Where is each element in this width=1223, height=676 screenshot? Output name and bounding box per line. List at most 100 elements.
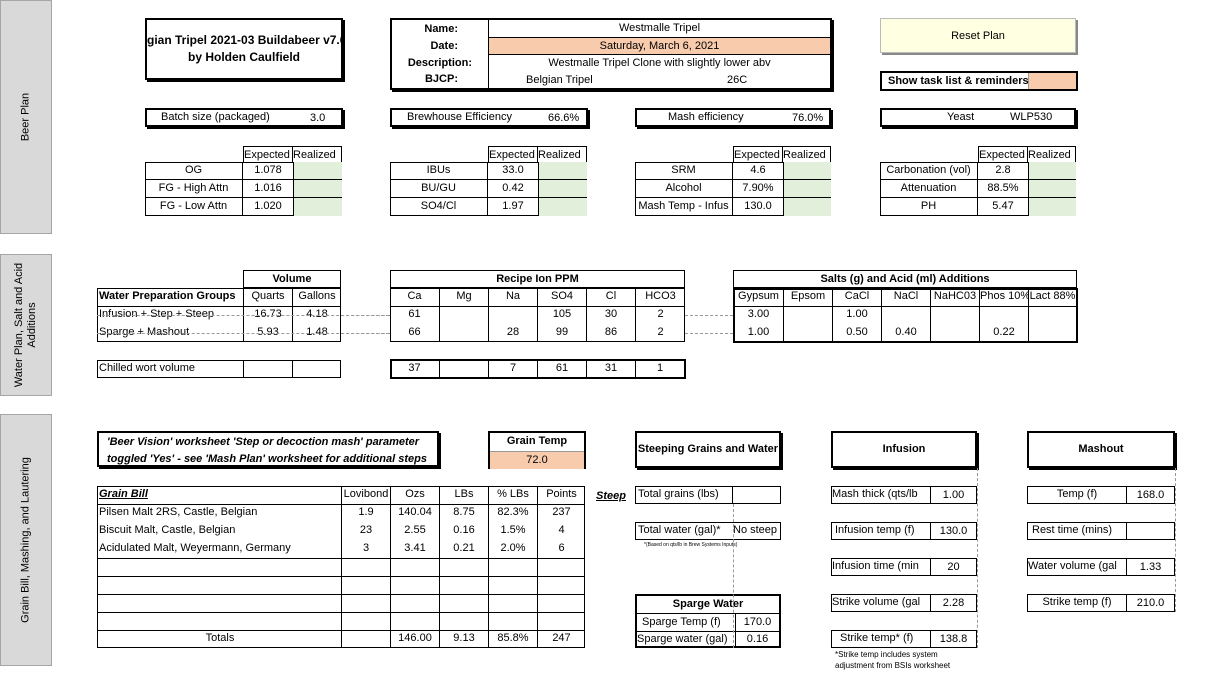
mash-thick-value[interactable]: 1.00 (930, 487, 976, 503)
workbook-title: gian Tripel 2021-03 Buildabeer v7.6.: (147, 33, 343, 47)
nacl-1[interactable] (881, 306, 930, 324)
recipe-description-field[interactable]: Westmalle Tripel Clone with slightly low… (488, 55, 830, 72)
grain-ozs-3[interactable]: 3.41 (390, 540, 439, 558)
yeast-value[interactable]: WLP530 (1010, 111, 1053, 123)
grain-temp-value[interactable]: 72.0 (490, 451, 584, 469)
tab-grain-bill[interactable]: Grain Bill, Mashing, and Lautering (0, 414, 52, 666)
ph-realized[interactable] (1028, 198, 1076, 216)
ibus-realized[interactable] (538, 162, 587, 180)
totals-lov (341, 630, 390, 648)
ion-ca-2: 66 (408, 326, 421, 338)
salt-col-cacl: CaCl (832, 288, 881, 306)
nahco3-1[interactable] (930, 306, 979, 324)
recipe-name-field[interactable]: Westmalle Tripel (488, 20, 830, 38)
stats-gravity: Expected Realized OG 1.078 FG - High Att… (145, 146, 342, 216)
chilled-quarts (243, 361, 292, 377)
recipe-date-field[interactable]: Saturday, March 6, 2021 (488, 38, 830, 55)
fg-low-realized[interactable] (293, 198, 342, 216)
reset-plan-button[interactable]: Reset Plan (880, 18, 1076, 53)
bugu-realized[interactable] (538, 180, 587, 198)
lact-1[interactable] (1028, 306, 1076, 324)
mashout-strike-temp-value: 210.0 (1126, 595, 1174, 611)
phos-2[interactable]: 0.22 (979, 324, 1028, 342)
mash-temp-realized[interactable] (783, 198, 831, 216)
bugu-value: 0.42 (488, 180, 538, 198)
bjcp-field[interactable]: Belgian Tripel 26C (488, 72, 830, 89)
infusion-header: Infusion (882, 443, 926, 455)
mashout-strike-temp-label: Strike temp (f) (1042, 596, 1112, 608)
divider (97, 306, 341, 307)
batch-size-value[interactable]: 3.0 (310, 112, 326, 124)
og-value: 1.078 (243, 162, 293, 180)
ion-cl-chilled: 31 (586, 360, 635, 378)
ion-hco3-chilled: 1 (635, 360, 684, 378)
sparge-group-label: Sparge + Mashout (99, 326, 190, 338)
mashout-temp-value[interactable]: 168.0 (1126, 487, 1174, 503)
notice-line1: 'Beer Vision' worksheet 'Step or decocti… (107, 436, 420, 448)
alcohol-realized[interactable] (783, 180, 831, 198)
cacl-1[interactable]: 1.00 (832, 306, 881, 324)
epsom-1[interactable] (783, 306, 832, 324)
grain-ozs-2[interactable]: 2.55 (390, 522, 439, 540)
tab-water-plan-label: Water Plan, Salt and Acid Additions (13, 262, 38, 388)
infusion-group-label: Infusion + Step + Steep (99, 308, 214, 320)
infusion-time-row: Infusion time (min 20 (831, 558, 977, 576)
ion-so4-1: 105 (537, 306, 586, 324)
grain-name-2[interactable]: Biscuit Malt, Castle, Belgian (99, 524, 236, 536)
attenuation-realized[interactable] (1028, 180, 1076, 198)
tab-water-plan[interactable]: Water Plan, Salt and Acid Additions (0, 254, 52, 396)
strike-temp-value: 138.8 (930, 631, 976, 647)
grain-name-1[interactable]: Pilsen Malt 2RS, Castle, Belgian (99, 506, 258, 518)
expected-header: Expected (243, 146, 293, 163)
fg-high-realized[interactable] (293, 180, 342, 198)
grain-ozs-1[interactable]: 140.04 (390, 504, 439, 522)
so4cl-realized[interactable] (538, 198, 587, 216)
task-list-toggle[interactable]: Show task list & reminders (880, 71, 1078, 91)
dashed-guide (97, 315, 389, 316)
yeast-box: Yeast WLP530 (880, 108, 1076, 127)
stats-color: Expected Realized SRM 4.6 Alcohol 7.90% … (635, 146, 831, 216)
ion-ca-1: 61 (408, 308, 421, 320)
lact-2[interactable] (1028, 324, 1076, 342)
infusion-temp-value[interactable]: 130.0 (930, 523, 976, 539)
gypsum-2[interactable]: 1.00 (747, 326, 770, 338)
dashed-guide (341, 315, 390, 316)
points-header: Points (537, 486, 585, 504)
carbonation-value[interactable]: 2.8 (978, 162, 1028, 180)
title-box: gian Tripel 2021-03 Buildabeer v7.6.: by… (145, 18, 343, 80)
ion-na-chilled: 7 (488, 360, 537, 378)
ion-hco3-2: 2 (635, 324, 685, 342)
og-realized[interactable] (293, 162, 342, 180)
infusion-time-label: Infusion time (min (832, 560, 919, 572)
phos-1[interactable] (979, 306, 1028, 324)
grain-lov-2: 23 (341, 522, 390, 540)
steep-link[interactable]: Steep (596, 490, 626, 502)
rest-time-value[interactable] (1126, 523, 1174, 539)
ozs-header: Ozs (390, 486, 439, 504)
ion-so4-chilled: 61 (537, 360, 586, 378)
cacl-2[interactable]: 0.50 (832, 324, 881, 342)
description-label: Description: (407, 57, 472, 69)
recipe-box: Name: Date: Description: BJCP: Westmalle… (390, 18, 832, 90)
brewhouse-efficiency-box: Brewhouse Efficiency 66.6% (390, 108, 588, 127)
gypsum-1[interactable]: 3.00 (747, 308, 770, 320)
tab-beer-plan[interactable]: Beer Plan (0, 0, 52, 234)
volume-header: Volume (243, 270, 341, 288)
total-grains-label: Total grains (lbs) (638, 488, 719, 500)
grain-pts-2: 4 (537, 522, 585, 540)
nahco3-2[interactable] (930, 324, 979, 342)
total-grains-row: Total grains (lbs) (635, 486, 781, 504)
mash-efficiency-label: Mash efficiency (668, 111, 744, 123)
nacl-2[interactable]: 0.40 (881, 324, 930, 342)
bugu-label: BU/GU (390, 180, 488, 198)
realized-header: Realized (1028, 146, 1076, 163)
carbonation-realized[interactable] (1028, 162, 1076, 180)
water-volume-row: Water volume (gal 1.33 (1027, 558, 1175, 576)
epsom-2[interactable] (783, 324, 832, 342)
srm-realized[interactable] (783, 162, 831, 180)
infusion-time-value[interactable]: 20 (930, 559, 976, 575)
grain-name-3[interactable]: Acidulated Malt, Weyermann, Germany (99, 542, 291, 554)
lovibond-header: Lovibond (341, 486, 390, 504)
sparge-temp-value[interactable]: 170.0 (735, 614, 779, 631)
task-list-checkbox[interactable] (1028, 73, 1076, 89)
